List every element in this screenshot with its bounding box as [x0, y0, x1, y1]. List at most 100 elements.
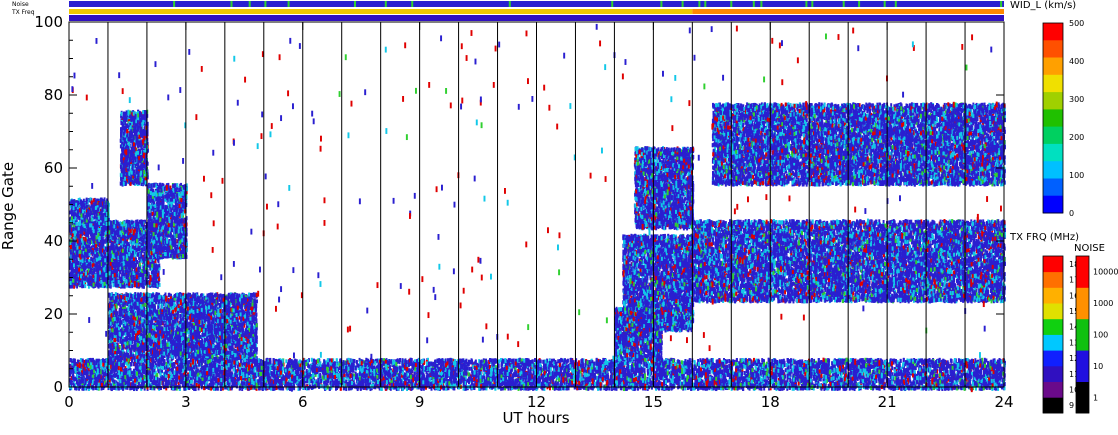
noise-strip-mark: [884, 1, 886, 7]
echo-point: [94, 215, 96, 219]
echo-point: [86, 200, 88, 204]
echo-point: [72, 279, 74, 283]
echo-point: [90, 257, 92, 261]
echo-point: [76, 285, 78, 289]
echo-point: [76, 277, 78, 281]
noise-strip-mark: [811, 1, 813, 7]
echo-point: [103, 213, 105, 217]
echo-point: [84, 228, 86, 232]
echo-point: [91, 280, 93, 284]
noise-strip-mark: [611, 1, 613, 7]
echo-point: [103, 250, 105, 254]
noise-strip-mark: [385, 1, 387, 7]
echo-point: [104, 282, 106, 286]
echo-point: [70, 272, 72, 276]
echo-point: [95, 206, 97, 210]
echo-point: [92, 226, 94, 230]
echo-point: [88, 210, 90, 214]
echo-point: [83, 218, 85, 222]
echo-point: [70, 249, 72, 253]
echo-point: [85, 252, 87, 256]
noise-strip-mark: [1000, 1, 1002, 7]
echo-point: [104, 268, 106, 272]
echo-point: [94, 221, 96, 225]
echo-point: [75, 222, 77, 226]
echo-point: [69, 227, 71, 231]
noise-strip-mark: [288, 1, 290, 7]
echo-point: [99, 236, 101, 240]
echo-point: [80, 234, 82, 238]
echo-point: [82, 202, 84, 206]
echo-point: [81, 239, 83, 243]
echo-point: [71, 213, 73, 217]
echo-point: [78, 268, 80, 272]
echo-point: [102, 284, 104, 288]
echo-point: [96, 263, 98, 267]
status-strips: Noise TX Freq: [11, 1, 1004, 21]
echo-point: [104, 254, 106, 258]
echo-point: [106, 267, 108, 271]
echo-point: [73, 206, 75, 210]
echo-point: [100, 280, 102, 284]
echo-point: [96, 270, 98, 274]
echo-point: [79, 254, 81, 258]
echo-point: [73, 199, 75, 203]
echo-point: [91, 250, 93, 254]
echo-point: [90, 211, 92, 215]
echo-point: [89, 241, 91, 245]
echo-point: [101, 258, 103, 262]
noise-strip-mark: [173, 1, 175, 7]
echo-point: [72, 273, 74, 277]
noise-strip-mark: [698, 1, 700, 7]
echo-point: [75, 230, 77, 234]
echo-point: [72, 270, 74, 274]
echo-point: [82, 246, 84, 250]
echo-point: [85, 272, 87, 276]
echo-point: [95, 278, 97, 282]
echo-point: [100, 211, 102, 215]
echo-point: [105, 205, 107, 209]
echo-point: [102, 232, 104, 236]
echo-point: [84, 284, 86, 288]
stereo-strip: [69, 15, 1004, 21]
echo-point: [106, 222, 108, 226]
echo-point: [92, 218, 94, 222]
echo-point: [73, 213, 75, 217]
echo-point: [76, 213, 78, 217]
echo-point: [82, 209, 84, 213]
echo-point: [95, 231, 97, 235]
noise-strip-mark: [704, 1, 706, 7]
echo-point: [96, 236, 98, 240]
noise-strip-mark: [805, 1, 807, 7]
noise-strip-mark: [660, 1, 662, 7]
echo-point: [79, 216, 81, 220]
echo-point: [85, 232, 87, 236]
echo-point: [78, 222, 80, 226]
echo-point: [86, 259, 88, 263]
echo-point: [105, 273, 107, 277]
echo-point: [93, 233, 95, 237]
echo-point: [98, 221, 100, 225]
echo-point: [70, 285, 72, 289]
echo-point: [102, 244, 104, 248]
echo-point: [76, 267, 78, 271]
noise-strip-mark: [843, 1, 845, 7]
echo-point: [81, 213, 83, 217]
echo-point: [83, 265, 85, 269]
echo-point: [93, 198, 95, 202]
txfreq-strip-b: [692, 9, 1004, 14]
echo-point: [102, 219, 104, 223]
echo-point: [80, 200, 82, 204]
echo-point: [72, 254, 74, 258]
noise-strip-mark: [509, 1, 511, 7]
echo-point: [85, 238, 87, 242]
noise-strip-mark: [682, 1, 684, 7]
echo-point: [77, 261, 79, 265]
echo-point: [100, 203, 102, 207]
echo-point: [104, 197, 106, 201]
echo-point: [74, 269, 76, 273]
echo-point: [101, 236, 103, 240]
echo-point: [79, 230, 81, 234]
